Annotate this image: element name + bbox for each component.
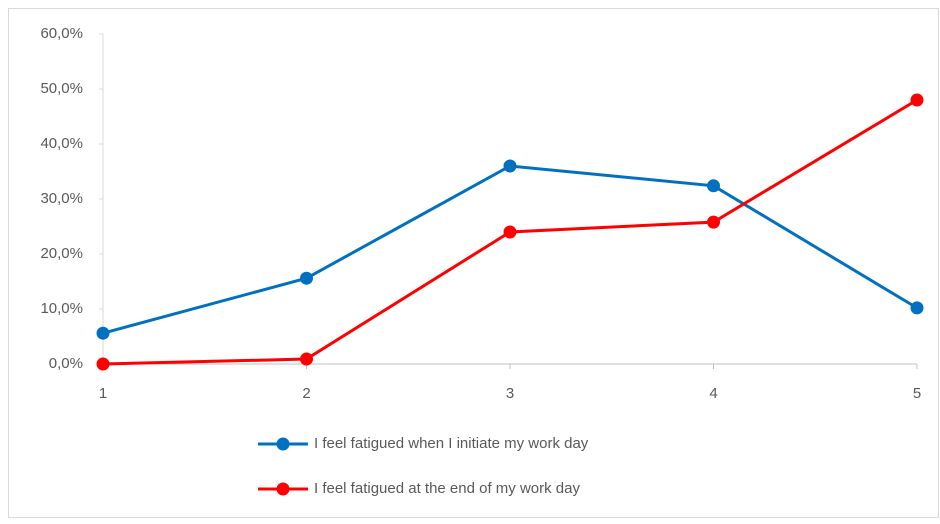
data-point	[300, 271, 313, 285]
x-tick-label: 2	[302, 385, 310, 402]
data-point	[707, 215, 720, 229]
data-point	[707, 179, 720, 193]
data-point	[96, 357, 110, 371]
x-tick-label: 3	[506, 385, 514, 402]
y-tick-label: 30,0%	[40, 190, 83, 207]
y-tick-label: 40,0%	[40, 135, 83, 152]
legend-marker	[276, 437, 290, 451]
y-tick-label: 20,0%	[40, 245, 83, 262]
data-point	[503, 159, 517, 173]
legend-label: I feel fatigued at the end of my work da…	[314, 480, 580, 497]
chart-border	[8, 8, 939, 518]
legend-marker	[276, 482, 290, 496]
data-point	[910, 93, 924, 107]
y-tick-label: 60,0%	[40, 25, 83, 42]
x-tick-label: 4	[709, 385, 717, 402]
data-point	[96, 326, 110, 340]
x-tick-label: 5	[913, 385, 921, 402]
y-tick-label: 50,0%	[40, 80, 83, 97]
data-point	[910, 301, 924, 315]
legend-label: I feel fatigued when I initiate my work …	[314, 435, 589, 452]
data-point	[300, 352, 313, 366]
y-tick-label: 0,0%	[49, 355, 83, 372]
y-tick-label: 10,0%	[40, 300, 83, 317]
data-point	[503, 225, 517, 239]
x-tick-label: 1	[99, 385, 107, 402]
